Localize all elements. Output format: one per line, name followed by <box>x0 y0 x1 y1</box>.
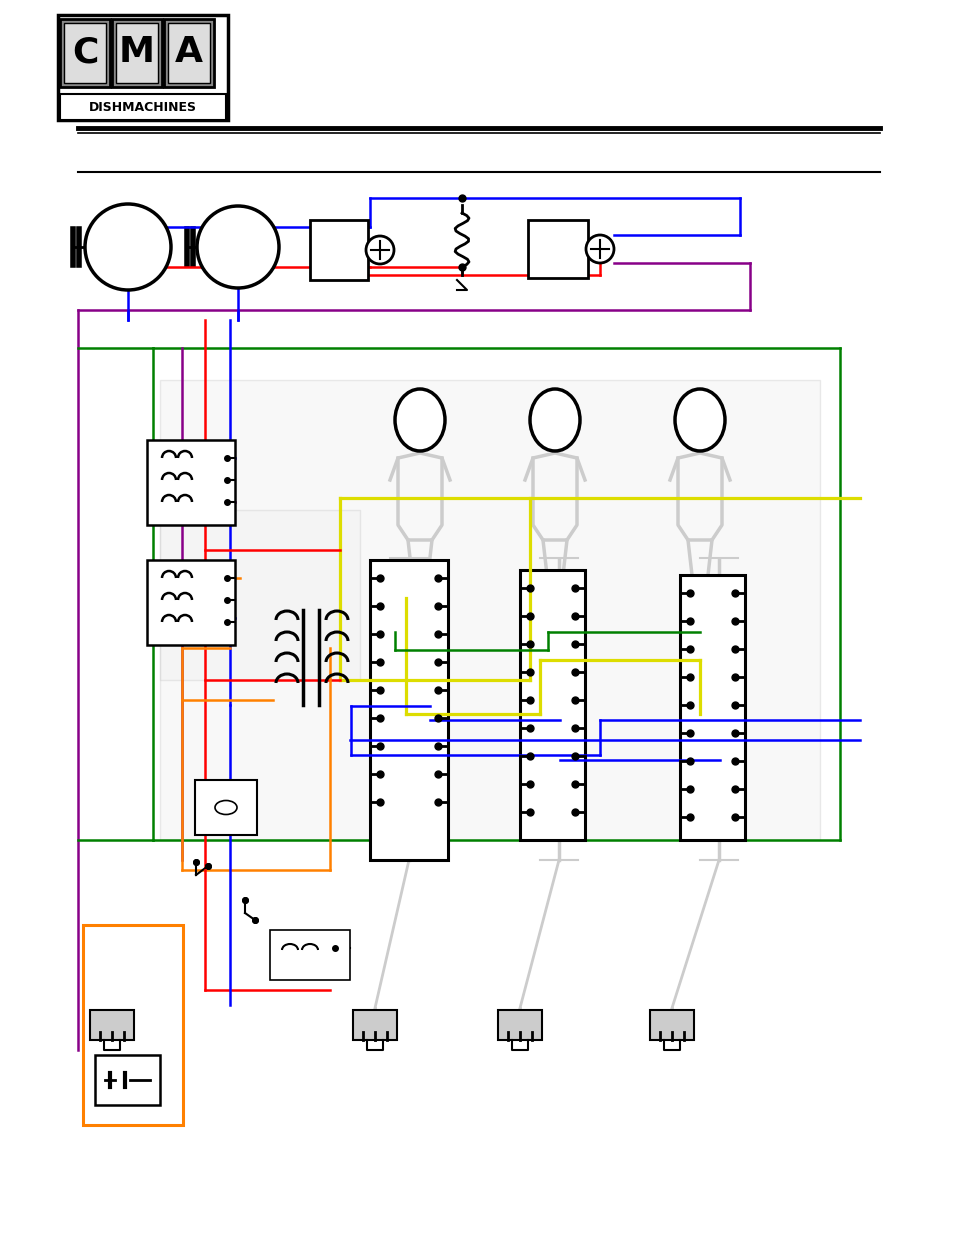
Bar <box>60 94 226 120</box>
Ellipse shape <box>214 800 236 815</box>
Bar <box>527 220 587 278</box>
Bar <box>310 220 368 280</box>
Bar <box>60 19 110 86</box>
Bar <box>64 23 106 83</box>
Circle shape <box>196 206 278 288</box>
Bar <box>147 559 234 645</box>
Bar <box>160 510 359 680</box>
Bar <box>168 23 210 83</box>
Bar <box>679 576 744 840</box>
Bar <box>90 1010 133 1040</box>
Ellipse shape <box>530 389 579 451</box>
Bar <box>147 440 234 525</box>
Text: M: M <box>119 35 154 69</box>
Bar <box>497 1010 541 1040</box>
Bar <box>353 1010 396 1040</box>
Bar <box>160 380 820 840</box>
Bar <box>270 930 350 981</box>
Bar <box>83 925 183 1125</box>
Text: DISHMACHINES: DISHMACHINES <box>89 100 196 114</box>
Ellipse shape <box>395 389 444 451</box>
Bar <box>194 781 256 835</box>
Circle shape <box>85 204 171 290</box>
Bar <box>370 559 448 860</box>
Circle shape <box>585 235 614 263</box>
Text: C: C <box>71 35 98 69</box>
Circle shape <box>366 236 394 264</box>
Text: A: A <box>174 35 203 69</box>
Bar <box>58 15 228 120</box>
Bar <box>164 19 213 86</box>
Bar <box>116 23 158 83</box>
Bar <box>95 1055 160 1105</box>
Ellipse shape <box>675 389 724 451</box>
Bar <box>649 1010 693 1040</box>
Bar <box>112 19 162 86</box>
Bar <box>519 571 584 840</box>
